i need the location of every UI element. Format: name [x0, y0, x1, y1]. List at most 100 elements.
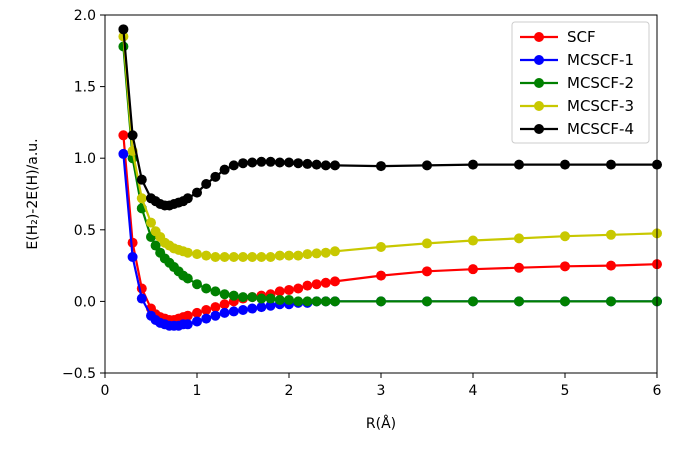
data-point — [201, 313, 212, 324]
data-point — [514, 233, 524, 244]
data-point — [320, 296, 331, 307]
data-point — [311, 248, 322, 259]
data-point — [606, 296, 616, 307]
data-point — [560, 159, 570, 170]
legend-item: MCSCF-2 — [520, 74, 634, 92]
data-point — [606, 159, 616, 170]
y-axis: −0.5 0.0 0.5 1.0 1.5 2.0 — [62, 8, 105, 382]
data-point — [228, 290, 239, 301]
legend: SCF MCSCF-1 MCSCF-2 MCSCF-3 MCSCF-4 — [511, 21, 650, 144]
series-mcscf-3 — [118, 31, 662, 263]
data-point — [376, 241, 386, 252]
data-point — [228, 160, 239, 171]
data-point — [422, 160, 432, 171]
data-point — [606, 229, 616, 240]
data-point — [256, 156, 267, 167]
data-point — [256, 252, 267, 263]
y-tick-label: 1.0 — [74, 151, 96, 167]
legend-label: MCSCF-4 — [567, 120, 634, 138]
legend-label: MCSCF-3 — [567, 97, 634, 115]
series-mcscf-4 — [118, 24, 662, 211]
data-point — [376, 270, 386, 281]
legend-marker — [534, 124, 544, 134]
data-point — [210, 171, 221, 182]
data-point — [228, 252, 239, 263]
data-point — [311, 296, 322, 307]
data-point — [274, 157, 285, 168]
data-point — [210, 310, 221, 321]
series-scf — [118, 130, 662, 326]
data-point — [210, 302, 221, 313]
data-point — [118, 130, 129, 141]
y-tick-label: 1.5 — [74, 80, 96, 96]
legend-marker — [534, 32, 544, 42]
data-point — [422, 266, 432, 277]
data-point — [210, 252, 221, 263]
data-point — [514, 296, 524, 307]
data-point — [182, 310, 193, 321]
data-point — [284, 294, 294, 305]
legend-item: MCSCF-1 — [520, 51, 634, 69]
data-point — [182, 193, 193, 204]
data-point — [302, 158, 313, 169]
data-point — [247, 252, 258, 263]
data-point — [210, 286, 221, 297]
data-point — [136, 193, 147, 204]
data-point — [265, 293, 276, 304]
series-line — [122, 153, 657, 327]
data-point — [293, 283, 304, 294]
data-point — [284, 157, 294, 168]
data-point — [192, 279, 202, 290]
data-point — [219, 307, 230, 318]
data-point — [560, 296, 570, 307]
legend-item: SCF — [520, 28, 596, 46]
legend-marker — [534, 78, 544, 88]
data-point — [150, 240, 161, 251]
data-point — [560, 261, 570, 272]
legend-marker — [534, 101, 544, 111]
legend-marker — [534, 55, 544, 65]
data-point — [560, 231, 570, 242]
data-point — [201, 178, 212, 189]
data-point — [376, 161, 386, 172]
x-tick-label: 5 — [561, 383, 570, 399]
data-point — [514, 262, 524, 273]
data-point — [136, 293, 147, 304]
data-point — [514, 159, 524, 170]
data-point — [468, 235, 478, 246]
data-point — [182, 273, 193, 284]
data-point — [284, 284, 294, 295]
data-point — [422, 238, 432, 249]
legend-item: MCSCF-3 — [520, 97, 634, 115]
data-point — [330, 160, 340, 171]
data-point — [201, 283, 212, 294]
data-point — [182, 319, 193, 330]
data-point — [219, 299, 230, 310]
data-point — [201, 250, 212, 261]
data-point — [320, 277, 331, 288]
y-tick-label: 0.5 — [74, 223, 96, 239]
data-point — [320, 160, 331, 171]
data-point — [146, 217, 156, 228]
legend-label: MCSCF-1 — [567, 51, 634, 69]
data-point — [192, 307, 202, 318]
data-point — [118, 148, 129, 159]
data-point — [293, 296, 304, 307]
series-mcscf-1 — [118, 148, 662, 331]
data-point — [302, 280, 313, 291]
data-point — [256, 302, 267, 313]
data-point — [330, 276, 340, 287]
plot-lines — [118, 24, 662, 331]
x-tick-label: 1 — [193, 383, 202, 399]
data-point — [330, 296, 340, 307]
data-point — [192, 187, 202, 198]
data-point — [302, 296, 313, 307]
data-point — [376, 296, 386, 307]
data-point — [302, 249, 313, 260]
data-point — [201, 304, 212, 315]
data-point — [238, 292, 248, 303]
x-axis: 0 1 2 3 4 5 6 — [101, 373, 662, 399]
data-point — [265, 300, 276, 311]
data-point — [127, 252, 138, 263]
data-point — [247, 157, 258, 168]
